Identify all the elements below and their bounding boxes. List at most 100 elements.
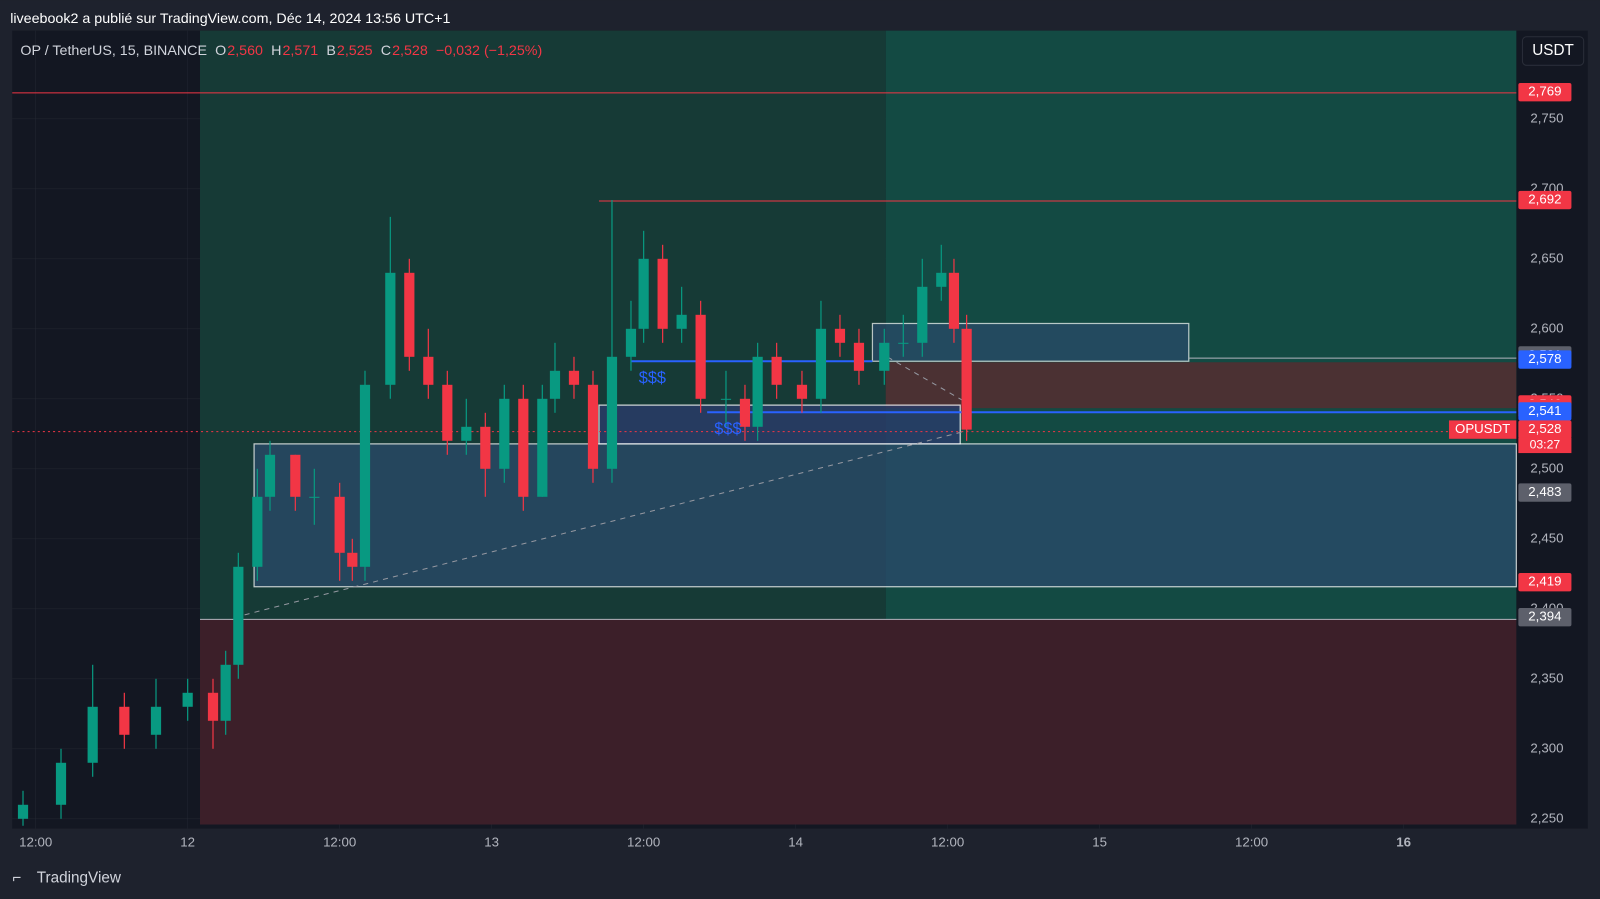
annotation: $$$ xyxy=(714,420,741,438)
candle-body xyxy=(359,384,371,567)
y-tick-label: 2,450 xyxy=(1530,530,1563,545)
x-tick-label: 12:00 xyxy=(1235,834,1268,849)
legend-value: 2,571 xyxy=(282,43,318,59)
candle-body xyxy=(220,664,231,721)
countdown: 03:27 xyxy=(1530,438,1561,452)
price-label-bg xyxy=(1518,573,1572,592)
price-label-bg xyxy=(1518,608,1572,627)
currency-button[interactable] xyxy=(1521,36,1585,66)
symbol-tag: OPUSDT xyxy=(1455,421,1510,436)
price-label-bg xyxy=(1518,483,1572,502)
x-tick-label: 15 xyxy=(1092,834,1107,849)
candle-body xyxy=(834,328,846,343)
price-label-bg xyxy=(1518,402,1572,421)
candle-body xyxy=(948,272,960,329)
publish-note: liveebook2 a publié sur TradingView.com,… xyxy=(10,11,450,27)
candles xyxy=(17,200,972,826)
price-label: 2,394 xyxy=(1528,609,1561,624)
candle-body xyxy=(119,706,130,735)
candle-body xyxy=(423,356,434,385)
brand: TradingView xyxy=(37,870,122,887)
y-tick-label: 2,600 xyxy=(1530,320,1563,335)
x-tick-label: 12:00 xyxy=(19,834,52,849)
candle-body xyxy=(404,272,415,357)
candle-body xyxy=(936,272,947,287)
symbol-tag-bg xyxy=(1448,420,1517,439)
x-tick-label: 16 xyxy=(1396,834,1411,849)
candle-body xyxy=(461,426,472,441)
candle-body xyxy=(853,342,865,371)
x-tick-label: 12 xyxy=(180,834,195,849)
candle-body xyxy=(625,328,637,357)
candle-body xyxy=(720,398,732,400)
price-label-bg xyxy=(1518,83,1572,102)
legend: OP / TetherUS, 15, BINANCE O 2,560 H 2,571 B… xyxy=(20,43,542,59)
candle-body xyxy=(961,328,972,430)
candle-body xyxy=(385,272,396,385)
x-tick-label: 12:00 xyxy=(627,834,660,849)
currency[interactable]: USDT xyxy=(1532,42,1574,59)
candle-body xyxy=(309,496,320,498)
y-tick-label: 2,300 xyxy=(1530,740,1563,755)
candle-body xyxy=(499,398,510,469)
candle-body xyxy=(480,426,491,469)
price-label: 2,528 xyxy=(1528,421,1561,436)
price-label: 2,692 xyxy=(1528,192,1561,207)
candle-body xyxy=(549,370,561,399)
candle-body xyxy=(739,398,751,427)
x-tick-label: 12:00 xyxy=(931,834,964,849)
legend-key: C xyxy=(381,43,391,59)
candle-body xyxy=(606,356,618,469)
candle-body xyxy=(771,356,782,385)
candle-body xyxy=(182,692,193,707)
y-tick-label: 2,650 xyxy=(1530,250,1563,265)
candle-body xyxy=(252,496,263,567)
legend-change: −0,032 (−1,25%) xyxy=(436,43,542,59)
legend-key: B xyxy=(326,43,336,59)
candle-body xyxy=(695,314,706,399)
countdown-bg xyxy=(1518,437,1572,454)
candle-body xyxy=(233,566,244,665)
candle-body xyxy=(587,384,599,469)
candle-body xyxy=(518,398,529,497)
symbol: OP / TetherUS, 15, BINANCE xyxy=(20,43,207,59)
x-tick-label: 13 xyxy=(484,834,499,849)
logo: ⌐ xyxy=(12,870,21,887)
candle-body xyxy=(879,342,890,371)
candle-body xyxy=(796,384,808,399)
legend-key: O xyxy=(215,43,226,59)
price-label: 2,483 xyxy=(1528,484,1561,499)
candle-body xyxy=(17,804,29,819)
legend-value: 2,560 xyxy=(227,43,263,59)
price-label: 2,769 xyxy=(1528,84,1561,99)
box xyxy=(598,404,961,445)
candle-body xyxy=(207,692,219,721)
price-label-bg xyxy=(1518,420,1572,439)
price-label: 2,578 xyxy=(1528,351,1561,366)
y-tick-label: 2,250 xyxy=(1530,810,1563,825)
demand-box xyxy=(253,443,1517,588)
candle-body xyxy=(657,258,668,329)
legend-value: 2,525 xyxy=(337,43,373,59)
candle-body xyxy=(537,398,548,497)
price-label: 2,541 xyxy=(1528,403,1561,418)
candle-body xyxy=(815,328,827,399)
price-label-bg xyxy=(1518,350,1572,369)
candle-body xyxy=(150,706,162,735)
y-tick-label: 2,350 xyxy=(1530,670,1563,685)
candle-body xyxy=(676,314,687,329)
candle-body xyxy=(87,706,98,763)
candle-body xyxy=(442,384,453,441)
candle-body xyxy=(264,454,276,497)
y-tick-label: 2,500 xyxy=(1530,460,1563,475)
y-tick-label: 2,750 xyxy=(1530,110,1563,125)
annotation: $$$ xyxy=(639,369,666,387)
candle-body xyxy=(55,762,67,805)
candle-body xyxy=(347,552,358,567)
candle-body xyxy=(898,342,909,344)
risk-zone xyxy=(885,362,1517,409)
candle-body xyxy=(568,370,580,385)
candle-body xyxy=(752,356,763,427)
